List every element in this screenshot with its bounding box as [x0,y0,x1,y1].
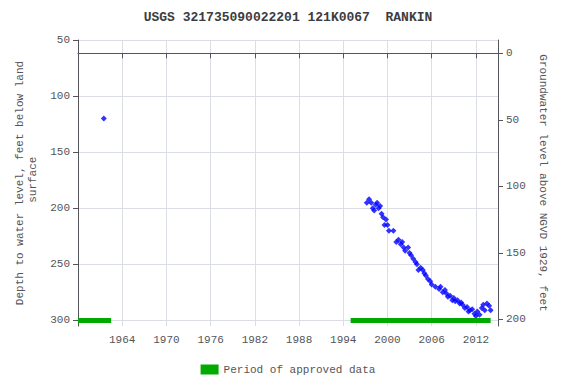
svg-text:2012: 2012 [463,334,489,346]
svg-text:1976: 1976 [197,334,223,346]
svg-text:USGS 321735090022201 121K0067: USGS 321735090022201 121K0067 RANKIN [144,10,433,25]
svg-text:2000: 2000 [374,334,400,346]
svg-text:200: 200 [50,202,70,214]
svg-text:1994: 1994 [330,334,357,346]
svg-text:1964: 1964 [109,334,136,346]
svg-text:150: 150 [506,247,526,259]
svg-text:50: 50 [57,34,70,46]
svg-text:150: 150 [50,146,70,158]
svg-text:1970: 1970 [153,334,179,346]
svg-text:1982: 1982 [242,334,268,346]
svg-text:2006: 2006 [418,334,444,346]
svg-text:Period of approved data: Period of approved data [224,364,376,376]
svg-text:0: 0 [506,47,513,59]
svg-text:250: 250 [50,258,70,270]
svg-text:surface: surface [27,157,39,210]
svg-text:Groundwater level above NGVD 1: Groundwater level above NGVD 1929, feet [537,54,549,311]
svg-text:100: 100 [506,180,526,192]
svg-text:100: 100 [50,90,70,102]
svg-text:1988: 1988 [286,334,312,346]
svg-text:50: 50 [506,114,519,126]
svg-text:200: 200 [506,313,526,325]
svg-text:Depth to water level, feet bel: Depth to water level, feet below land [14,61,26,305]
svg-text:300: 300 [50,314,70,326]
